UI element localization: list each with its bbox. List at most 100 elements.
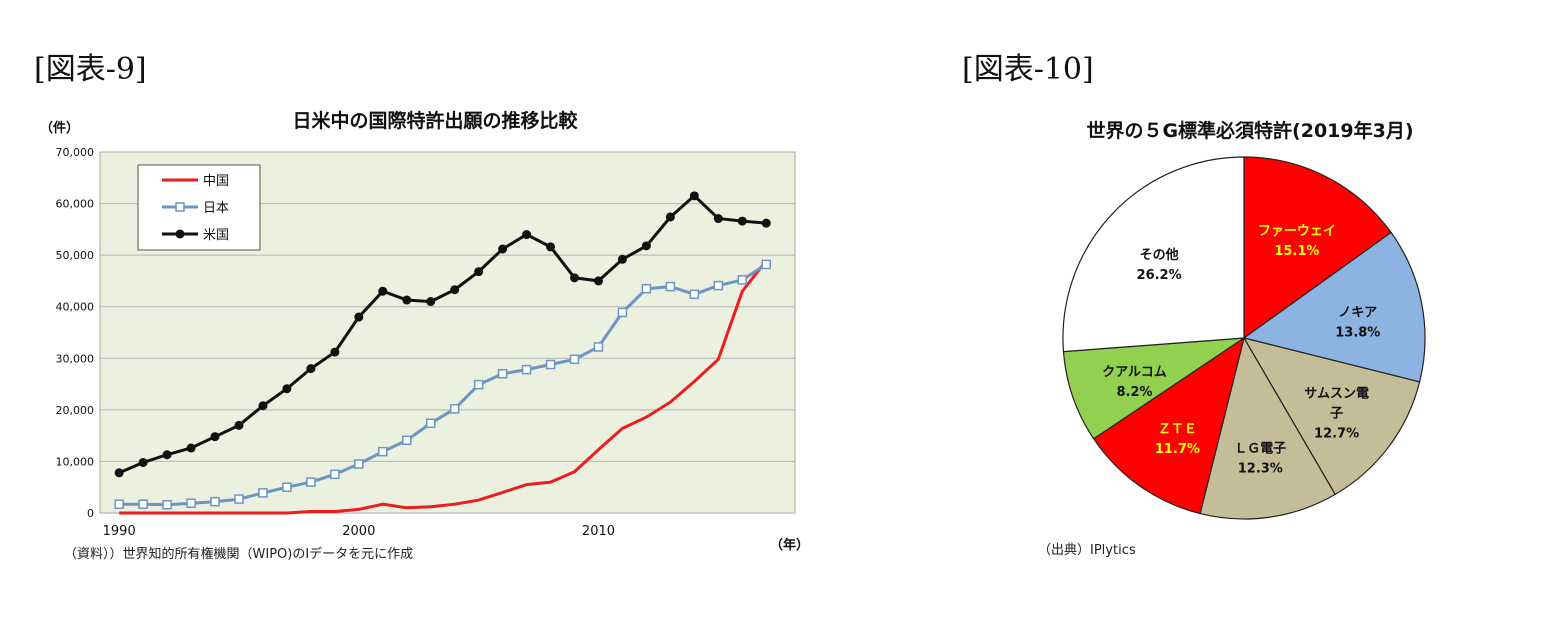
- data-point: [737, 216, 747, 226]
- data-point: [737, 275, 748, 285]
- data-point: [641, 283, 652, 294]
- data-point: [617, 254, 627, 264]
- slice-value: 12.3%: [1238, 462, 1283, 477]
- data-point: [210, 432, 220, 442]
- data-point: [378, 446, 388, 457]
- pie-slice: [1062, 156, 1245, 353]
- data-point: [713, 280, 724, 291]
- data-point: [234, 420, 244, 430]
- x-tick-label: 2010: [582, 524, 615, 539]
- data-point: [474, 267, 484, 277]
- data-point: [665, 281, 676, 292]
- pie-slice: [1062, 337, 1247, 440]
- data-point: [186, 443, 196, 453]
- data-point: [665, 212, 675, 222]
- data-point: [641, 241, 651, 251]
- x-axis-unit: （年）: [770, 537, 809, 553]
- y-tick-label: 30,000: [56, 352, 95, 365]
- data-point: [450, 285, 460, 295]
- line-chart: 0 10,000 20,000 30,000 40,000 50,000 60,000 70,…: [40, 109, 809, 562]
- x-tick-label: 1990: [103, 524, 136, 539]
- data-point: [402, 435, 412, 446]
- slice-name: サムスン電: [1304, 387, 1369, 402]
- data-point: [593, 276, 603, 286]
- data-point: [569, 354, 580, 365]
- chart-title: 世界の５G標準必須特許(2019年3月): [1086, 119, 1413, 142]
- data-point: [546, 242, 556, 252]
- slice-value: 13.8%: [1335, 325, 1380, 340]
- chart-title: 日米中の国際特許出願の推移比較: [292, 109, 578, 132]
- x-tick-label: 2000: [342, 524, 375, 539]
- legend-label: 日本: [203, 201, 229, 216]
- legend-marker: [175, 229, 185, 239]
- data-point: [210, 496, 220, 507]
- data-point: [186, 498, 196, 508]
- source-note: （出典）IPlytics: [1038, 543, 1136, 558]
- data-point: [713, 214, 723, 224]
- data-point: [354, 312, 364, 322]
- series-line: [119, 263, 768, 507]
- data-point: [138, 457, 148, 467]
- data-point: [522, 230, 532, 240]
- data-point: [258, 488, 268, 498]
- series-line: [119, 259, 768, 515]
- data-point: [761, 218, 771, 228]
- data-point: [498, 244, 508, 254]
- y-tick-label: 60,000: [56, 198, 95, 211]
- slice-name: ＬＧ電子: [1234, 442, 1286, 457]
- slice-value: 15.1%: [1274, 244, 1319, 259]
- slice-value: 8.2%: [1116, 385, 1152, 400]
- data-point: [521, 364, 532, 375]
- y-tick-label: 70,000: [56, 146, 95, 159]
- pie-slice: [1092, 336, 1245, 515]
- slice-value: 26.2%: [1137, 268, 1182, 283]
- data-point: [330, 469, 340, 480]
- data-point: [593, 342, 604, 352]
- slice-value: 12.7%: [1314, 427, 1359, 442]
- data-point: [689, 191, 699, 201]
- data-point: [378, 286, 388, 296]
- pie-slice: [1242, 231, 1426, 383]
- figure-9-label: [図表-9]: [34, 52, 147, 87]
- data-point: [162, 499, 172, 510]
- data-point: [617, 307, 628, 318]
- legend-marker: [175, 202, 185, 212]
- slice-name: 子: [1330, 407, 1343, 422]
- data-point: [138, 499, 148, 509]
- data-point: [426, 297, 436, 307]
- slice-name: その他: [1140, 247, 1179, 263]
- data-point: [282, 384, 292, 394]
- data-point: [114, 468, 124, 478]
- legend: [137, 164, 261, 251]
- series-line: [118, 193, 767, 475]
- data-point: [306, 364, 316, 374]
- data-point: [354, 459, 364, 469]
- data-point: [114, 499, 124, 509]
- data-point: [689, 289, 700, 300]
- data-point: [545, 359, 556, 370]
- y-tick-label: 10,000: [56, 455, 95, 468]
- pie-slice: [1199, 336, 1337, 520]
- slice-value: 11.7%: [1155, 442, 1200, 457]
- legend-label: 中国: [203, 174, 229, 189]
- data-point: [449, 404, 460, 414]
- data-point: [761, 259, 771, 270]
- data-point: [497, 369, 508, 379]
- data-point: [570, 273, 580, 283]
- pie-slice: [1243, 156, 1392, 340]
- data-point: [306, 477, 316, 487]
- data-point: [473, 379, 484, 390]
- y-tick-label: 20,000: [56, 404, 95, 417]
- slice-name: ファーウェイ: [1258, 224, 1336, 239]
- data-point: [425, 418, 436, 429]
- data-point: [402, 295, 412, 305]
- legend-label: 米国: [203, 228, 229, 243]
- slice-name: ノキア: [1338, 305, 1377, 320]
- slice-name: ＺＴＥ: [1158, 422, 1197, 437]
- y-tick-label: 0: [87, 507, 94, 520]
- y-tick-label: 50,000: [56, 249, 95, 262]
- y-axis-unit: （件）: [40, 120, 79, 136]
- figure-10-label: [図表-10]: [962, 52, 1094, 87]
- data-point: [258, 401, 268, 411]
